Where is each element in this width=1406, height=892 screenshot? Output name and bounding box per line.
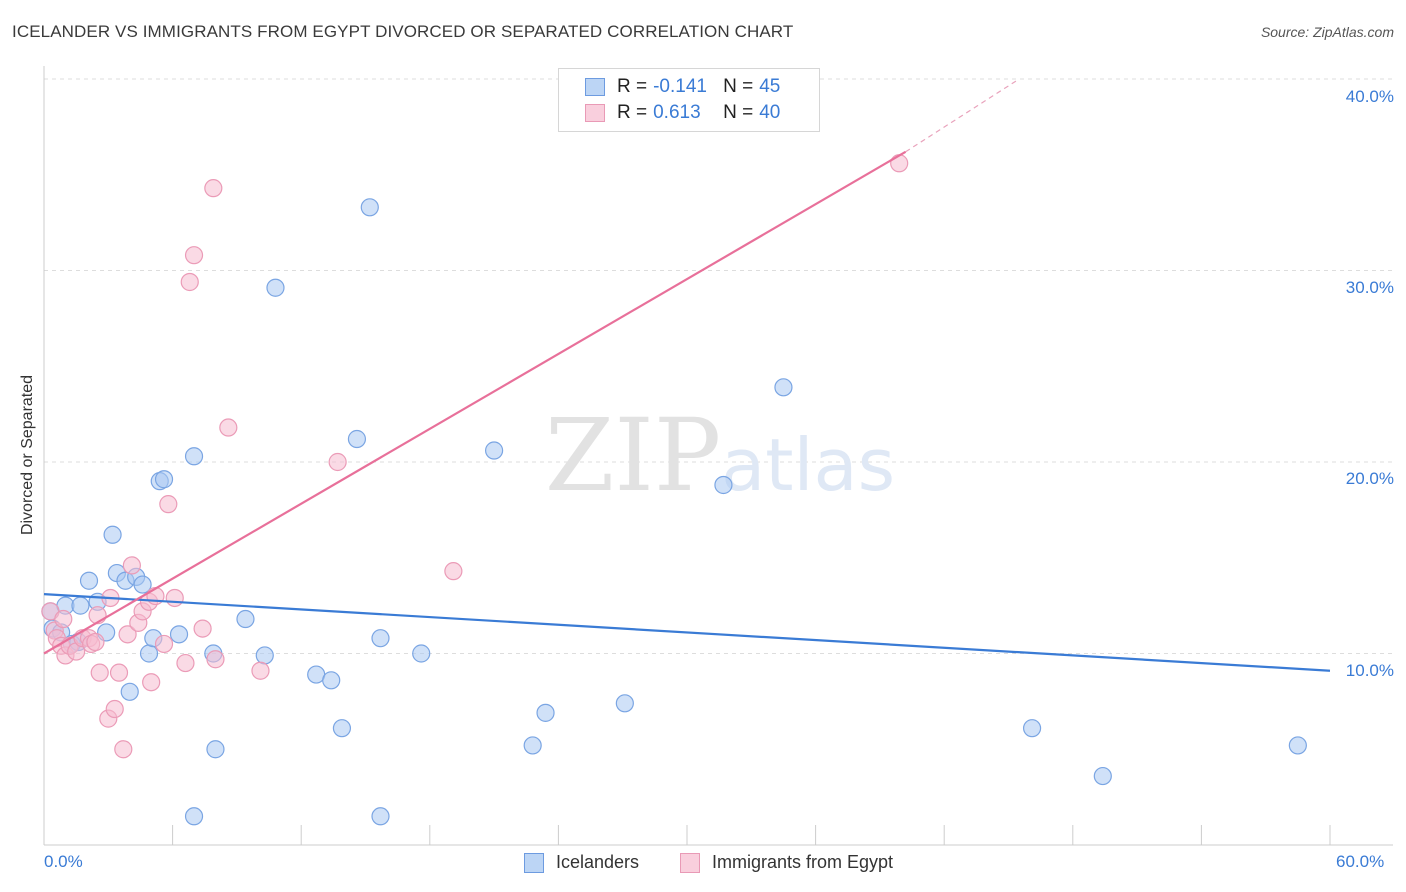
icelanders-trend-line [43, 593, 1331, 672]
egypt-point [105, 699, 124, 719]
icelanders-point [184, 807, 204, 826]
icelanders-point [1288, 736, 1307, 755]
icelanders-point [139, 644, 159, 663]
icelanders-point [255, 646, 274, 665]
source-label: Source: ZipAtlas.com [1260, 24, 1394, 40]
egypt-point [328, 452, 347, 472]
legend-r-value: 0.613 [653, 102, 701, 123]
stats-legend: R = -0.141 N = 45 R = 0.613 N = 40 [558, 68, 820, 132]
bottom-legend-label: Immigrants from Egypt [712, 852, 894, 872]
egypt-point [122, 556, 141, 575]
legend-r-value: -0.141 [653, 76, 707, 97]
icelanders-point [236, 609, 255, 629]
icelanders-point [714, 475, 733, 495]
egypt-point [206, 650, 225, 669]
icelanders-point [485, 441, 504, 460]
y-tick-label: 40.0% [1345, 87, 1394, 106]
icelanders-point [332, 719, 352, 738]
bottom-legend-egypt: Immigrants from Egypt [680, 852, 893, 873]
egypt-point [180, 272, 199, 292]
icelanders-point [347, 429, 367, 449]
egypt-point [118, 625, 137, 644]
icelanders-point [536, 703, 555, 722]
egypt-point [193, 619, 212, 638]
icelanders-point [322, 671, 341, 690]
icelanders-point [1093, 766, 1112, 786]
egypt-point [114, 740, 133, 759]
y-tick-label: 30.0% [1345, 278, 1394, 297]
icelanders-point [1022, 719, 1042, 738]
legend-row-icelanders: R = -0.141 N = 45 [585, 75, 780, 99]
icelanders-point [371, 629, 390, 648]
legend-n-label: N = [723, 76, 754, 97]
bottom-legend-label: Icelanders [556, 852, 640, 872]
legend-row-egypt: R = 0.613 N = 40 [585, 101, 780, 125]
legend-r-label: R = [617, 76, 648, 97]
egypt-point [54, 609, 73, 629]
egypt-point [444, 562, 463, 581]
egypt-point [204, 179, 223, 198]
egypt-trend-extension [905, 78, 1020, 153]
legend-swatch-blue [585, 78, 605, 96]
egypt-point [251, 661, 270, 680]
egypt-point [142, 673, 161, 692]
egypt-point [165, 588, 184, 608]
y-tick-label: 10.0% [1345, 661, 1394, 680]
legend-r-label: R = [617, 102, 648, 123]
legend-n-value: 40 [759, 102, 781, 123]
icelanders-point [133, 575, 152, 594]
x-tick-label: 0.0% [44, 852, 83, 871]
egypt-trend-line [43, 150, 907, 655]
y-axis-label: Divorced or Separated [19, 374, 36, 536]
legend-n-label: N = [723, 102, 754, 123]
egypt-point [219, 418, 238, 437]
icelanders-point [360, 198, 379, 217]
icelanders-point [79, 571, 99, 590]
icelanders-point [266, 278, 285, 297]
legend-swatch-pink [585, 104, 605, 122]
egypt-point [890, 154, 909, 173]
icelanders-point [371, 807, 390, 826]
egypt-point [159, 495, 178, 514]
bottom-legend-icelanders: Icelanders [524, 852, 639, 873]
y-tick-label: 20.0% [1345, 469, 1394, 488]
egypt-point [154, 634, 174, 654]
x-tick-label: 60.0% [1336, 852, 1385, 871]
icelanders-point [184, 447, 204, 466]
legend-swatch-blue [524, 852, 544, 873]
icelanders-point [523, 736, 542, 755]
icelanders-point [206, 740, 225, 759]
legend-n-value: 45 [759, 76, 781, 97]
egypt-point [90, 663, 109, 682]
icelanders-point [103, 525, 122, 544]
icelanders-point [71, 596, 90, 615]
bottom-legend: Icelanders Immigrants from Egypt [0, 852, 1406, 878]
icelanders-point [169, 625, 189, 644]
icelanders-point [774, 378, 793, 397]
icelanders-point [154, 470, 174, 489]
icelanders-point [120, 682, 139, 701]
watermark: ZIPatlas [545, 397, 895, 514]
egypt-point [184, 246, 204, 265]
icelanders-point [412, 644, 431, 663]
legend-swatch-pink [680, 852, 700, 873]
egypt-point [86, 632, 105, 652]
egypt-point [109, 663, 129, 682]
icelanders-point [615, 694, 634, 713]
chart-title: ICELANDER VS IMMIGRANTS FROM EGYPT DIVOR… [12, 22, 794, 41]
egypt-point [176, 653, 195, 673]
